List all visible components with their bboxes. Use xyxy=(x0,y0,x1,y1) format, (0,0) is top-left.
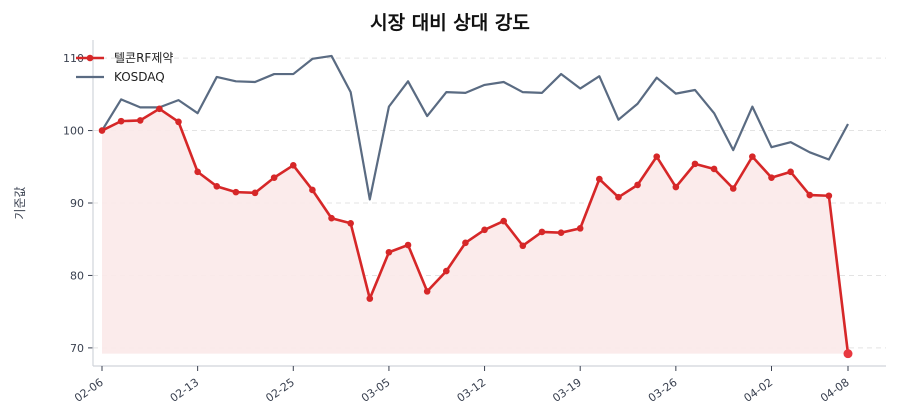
x-tick-label: 04-02 xyxy=(742,376,776,405)
data-point[interactable] xyxy=(768,174,775,181)
data-point[interactable] xyxy=(596,175,603,183)
data-point[interactable] xyxy=(156,105,163,113)
stock-area-fill xyxy=(102,108,848,354)
data-point[interactable] xyxy=(270,174,278,181)
y-tick-label: 100 xyxy=(63,125,84,138)
data-point[interactable] xyxy=(576,225,584,232)
data-point[interactable] xyxy=(653,153,661,160)
data-point[interactable] xyxy=(213,183,221,190)
y-tick-label: 90 xyxy=(70,197,84,210)
data-point[interactable] xyxy=(462,239,469,247)
x-tick-label: 03-12 xyxy=(455,376,489,405)
chart-title: 시장 대비 상대 강도 xyxy=(370,12,530,34)
data-point[interactable] xyxy=(423,288,431,295)
data-point[interactable] xyxy=(251,189,259,197)
data-point[interactable] xyxy=(672,183,680,191)
data-point[interactable] xyxy=(117,117,125,125)
data-point[interactable] xyxy=(500,217,507,225)
x-tick-label: 03-26 xyxy=(646,376,680,405)
data-point[interactable] xyxy=(404,241,412,249)
data-point[interactable] xyxy=(136,117,144,124)
data-point[interactable] xyxy=(328,214,335,222)
stock-line xyxy=(101,107,850,354)
data-point[interactable] xyxy=(309,186,316,194)
data-point[interactable] xyxy=(443,267,450,275)
data-point[interactable] xyxy=(347,219,354,227)
kosdaq-line xyxy=(101,54,849,201)
data-point[interactable] xyxy=(710,165,718,173)
legend-stock-label: 텔콘RF제약 xyxy=(114,50,173,65)
data-point[interactable] xyxy=(481,226,488,234)
x-tick-label: 03-19 xyxy=(550,376,584,405)
data-point[interactable] xyxy=(787,168,794,176)
data-point[interactable] xyxy=(385,248,393,256)
data-point[interactable] xyxy=(557,229,565,237)
data-point[interactable] xyxy=(194,168,201,176)
data-point[interactable] xyxy=(232,188,240,196)
data-point[interactable] xyxy=(289,162,297,169)
data-point[interactable] xyxy=(366,295,374,302)
y-tick-label: 70 xyxy=(70,342,84,355)
legend-stock-marker xyxy=(86,54,94,62)
data-point[interactable] xyxy=(806,191,814,199)
data-point[interactable] xyxy=(729,185,737,192)
legend-kosdaq-label: KOSDAQ xyxy=(114,70,165,84)
y-tick-label: 80 xyxy=(70,269,84,282)
data-point[interactable] xyxy=(98,127,106,134)
x-tick-label: 03-05 xyxy=(359,376,393,405)
data-point[interactable] xyxy=(691,160,699,168)
data-point[interactable] xyxy=(843,349,853,359)
data-point[interactable] xyxy=(825,192,833,200)
data-point[interactable] xyxy=(175,118,182,126)
x-tick-label: 04-08 xyxy=(818,376,852,405)
data-point[interactable] xyxy=(615,193,622,201)
data-point[interactable] xyxy=(538,228,546,236)
data-point[interactable] xyxy=(519,242,527,250)
x-tick-label: 02-13 xyxy=(168,376,202,405)
data-point[interactable] xyxy=(634,181,641,189)
y-axis-label: 기준값 xyxy=(13,186,27,219)
x-tick-label: 02-25 xyxy=(263,376,297,405)
data-point[interactable] xyxy=(749,153,756,160)
y-tick-label: 110 xyxy=(63,52,84,65)
x-tick-label: 02-06 xyxy=(72,376,106,405)
